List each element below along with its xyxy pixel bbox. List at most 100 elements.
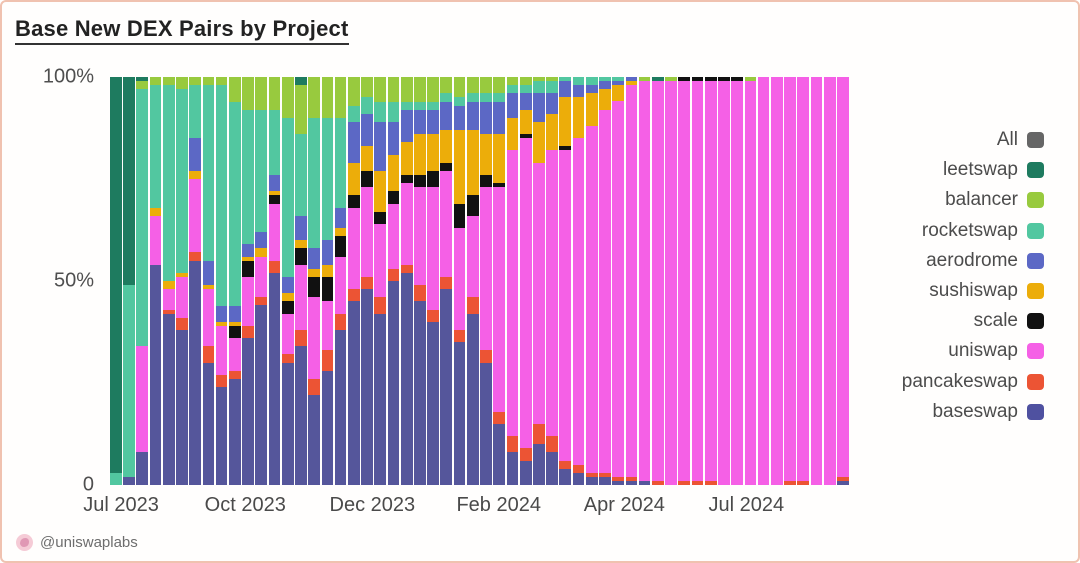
bar-segment-sushiswap — [242, 256, 254, 261]
bar-segment-sushiswap — [572, 97, 585, 139]
bar-segment-balancer — [400, 77, 413, 102]
legend-label: uniswap — [948, 340, 1018, 362]
legend-item-scale[interactable]: scale — [902, 306, 1044, 336]
legend-item-baseswap[interactable]: baseswap — [902, 397, 1044, 427]
legend-item-aerodrome[interactable]: aerodrome — [902, 246, 1044, 276]
bar-segment-rocketswap — [268, 109, 281, 175]
bar-segment-balancer — [387, 77, 400, 102]
stacked-bar — [453, 77, 466, 485]
bar-segment-pancakeswap — [268, 260, 281, 273]
legend-item-leetswap[interactable]: leetswap — [902, 155, 1044, 185]
bar-segment-uniswap — [572, 138, 585, 465]
bar-segment-uniswap — [189, 179, 202, 253]
uniswap-logo-icon — [16, 534, 33, 551]
bar-segment-pancakeswap — [374, 297, 387, 314]
bar-segment-baseswap — [374, 313, 387, 485]
bar-segment-pancakeswap — [347, 289, 360, 302]
bar-segment-balancer — [361, 77, 373, 98]
bar-segment-rocketswap — [466, 93, 479, 102]
bar-segment-leetswap — [136, 77, 149, 82]
bar-segment-balancer — [374, 77, 387, 102]
bar-segment-balancer — [466, 77, 479, 94]
bar-segment-aerodrome — [585, 85, 598, 94]
bar-segment-sushiswap — [400, 142, 413, 175]
legend-label: scale — [973, 310, 1018, 332]
bar-segment-uniswap — [665, 81, 677, 485]
legend-label: sushiswap — [929, 280, 1018, 302]
legend-item-rocketswap[interactable]: rocketswap — [902, 216, 1044, 246]
stacked-bar — [202, 77, 215, 485]
bar-segment-scale — [387, 191, 400, 204]
bar-segment-pancakeswap — [533, 423, 545, 445]
legend-label: rocketswap — [921, 219, 1018, 241]
bar-segment-rocketswap — [519, 85, 532, 94]
bar-segment-sushiswap — [149, 207, 162, 216]
bar-segment-sushiswap — [215, 321, 228, 326]
bar-segment-baseswap — [414, 301, 426, 485]
legend-item-sushiswap[interactable]: sushiswap — [902, 276, 1044, 306]
bar-segment-sushiswap — [228, 321, 241, 326]
bar-segment-uniswap — [519, 138, 532, 449]
stacked-bar — [572, 77, 585, 485]
stacked-bar — [110, 77, 122, 485]
bar-segment-baseswap — [533, 444, 545, 485]
bar-segment-uniswap — [612, 101, 625, 477]
bar-segment-aerodrome — [255, 232, 268, 249]
bar-segment-scale — [268, 195, 281, 204]
legend-item-uniswap[interactable]: uniswap — [902, 336, 1044, 366]
stacked-bar — [519, 77, 532, 485]
stacked-bar — [149, 77, 162, 485]
x-tick-label: Oct 2023 — [204, 494, 286, 516]
bar-segment-aerodrome — [400, 109, 413, 143]
bar-segment-baseswap — [189, 260, 202, 485]
attribution: @uniswaplabs — [16, 534, 138, 551]
bar-segment-balancer — [268, 77, 281, 110]
bar-segment-rocketswap — [387, 101, 400, 122]
stacked-bar — [533, 77, 545, 485]
bar-segment-balancer — [493, 77, 506, 94]
bar-segment-pancakeswap — [466, 297, 479, 314]
bar-segment-uniswap — [295, 264, 307, 330]
stacked-bar — [651, 77, 664, 485]
bar-segment-pancakeswap — [559, 460, 572, 469]
bar-segment-sushiswap — [625, 81, 638, 86]
y-tick-label: 100% — [42, 65, 94, 88]
bar-segment-rocketswap — [506, 85, 519, 94]
bar-segment-uniswap — [770, 77, 783, 485]
bar-segment-baseswap — [546, 452, 558, 485]
stacked-bar — [625, 77, 638, 485]
bar-segment-rocketswap — [347, 105, 360, 122]
bar-segment-pancakeswap — [189, 252, 202, 261]
bar-segment-sushiswap — [414, 134, 426, 175]
bar-segment-sushiswap — [585, 93, 598, 126]
stacked-bar — [268, 77, 281, 485]
legend-item-pancakeswap[interactable]: pancakeswap — [902, 367, 1044, 397]
bar-segment-aerodrome — [281, 276, 294, 294]
bar-segment-uniswap — [797, 77, 810, 481]
stacked-bar — [612, 77, 625, 485]
bar-segment-pancakeswap — [599, 472, 611, 477]
bar-segment-pancakeswap — [612, 476, 625, 481]
bar-segment-aerodrome — [189, 138, 202, 171]
legend-item-balancer[interactable]: balancer — [902, 185, 1044, 215]
bar-segment-rocketswap — [427, 101, 439, 110]
bar-segment-rocketswap — [202, 85, 215, 261]
stacked-bar — [599, 77, 611, 485]
legend-item-all[interactable]: All — [902, 125, 1044, 155]
bar-segment-leetswap — [110, 77, 122, 473]
bar-segment-aerodrome — [599, 81, 611, 90]
bar-segment-uniswap — [810, 77, 823, 485]
stacked-bar — [638, 77, 651, 485]
bar-segment-rocketswap — [136, 89, 149, 347]
plot-area — [110, 77, 849, 485]
bar-segment-aerodrome — [559, 81, 572, 98]
bar-segment-aerodrome — [334, 207, 347, 228]
stacked-bar — [414, 77, 426, 485]
stacked-bar — [427, 77, 439, 485]
bar-segment-sushiswap — [466, 130, 479, 196]
y-tick-label: 0 — [82, 473, 94, 496]
bar-segment-balancer — [242, 77, 254, 110]
stacked-bar — [334, 77, 347, 485]
bar-segment-rocketswap — [215, 85, 228, 306]
bar-segment-sushiswap — [162, 281, 175, 290]
